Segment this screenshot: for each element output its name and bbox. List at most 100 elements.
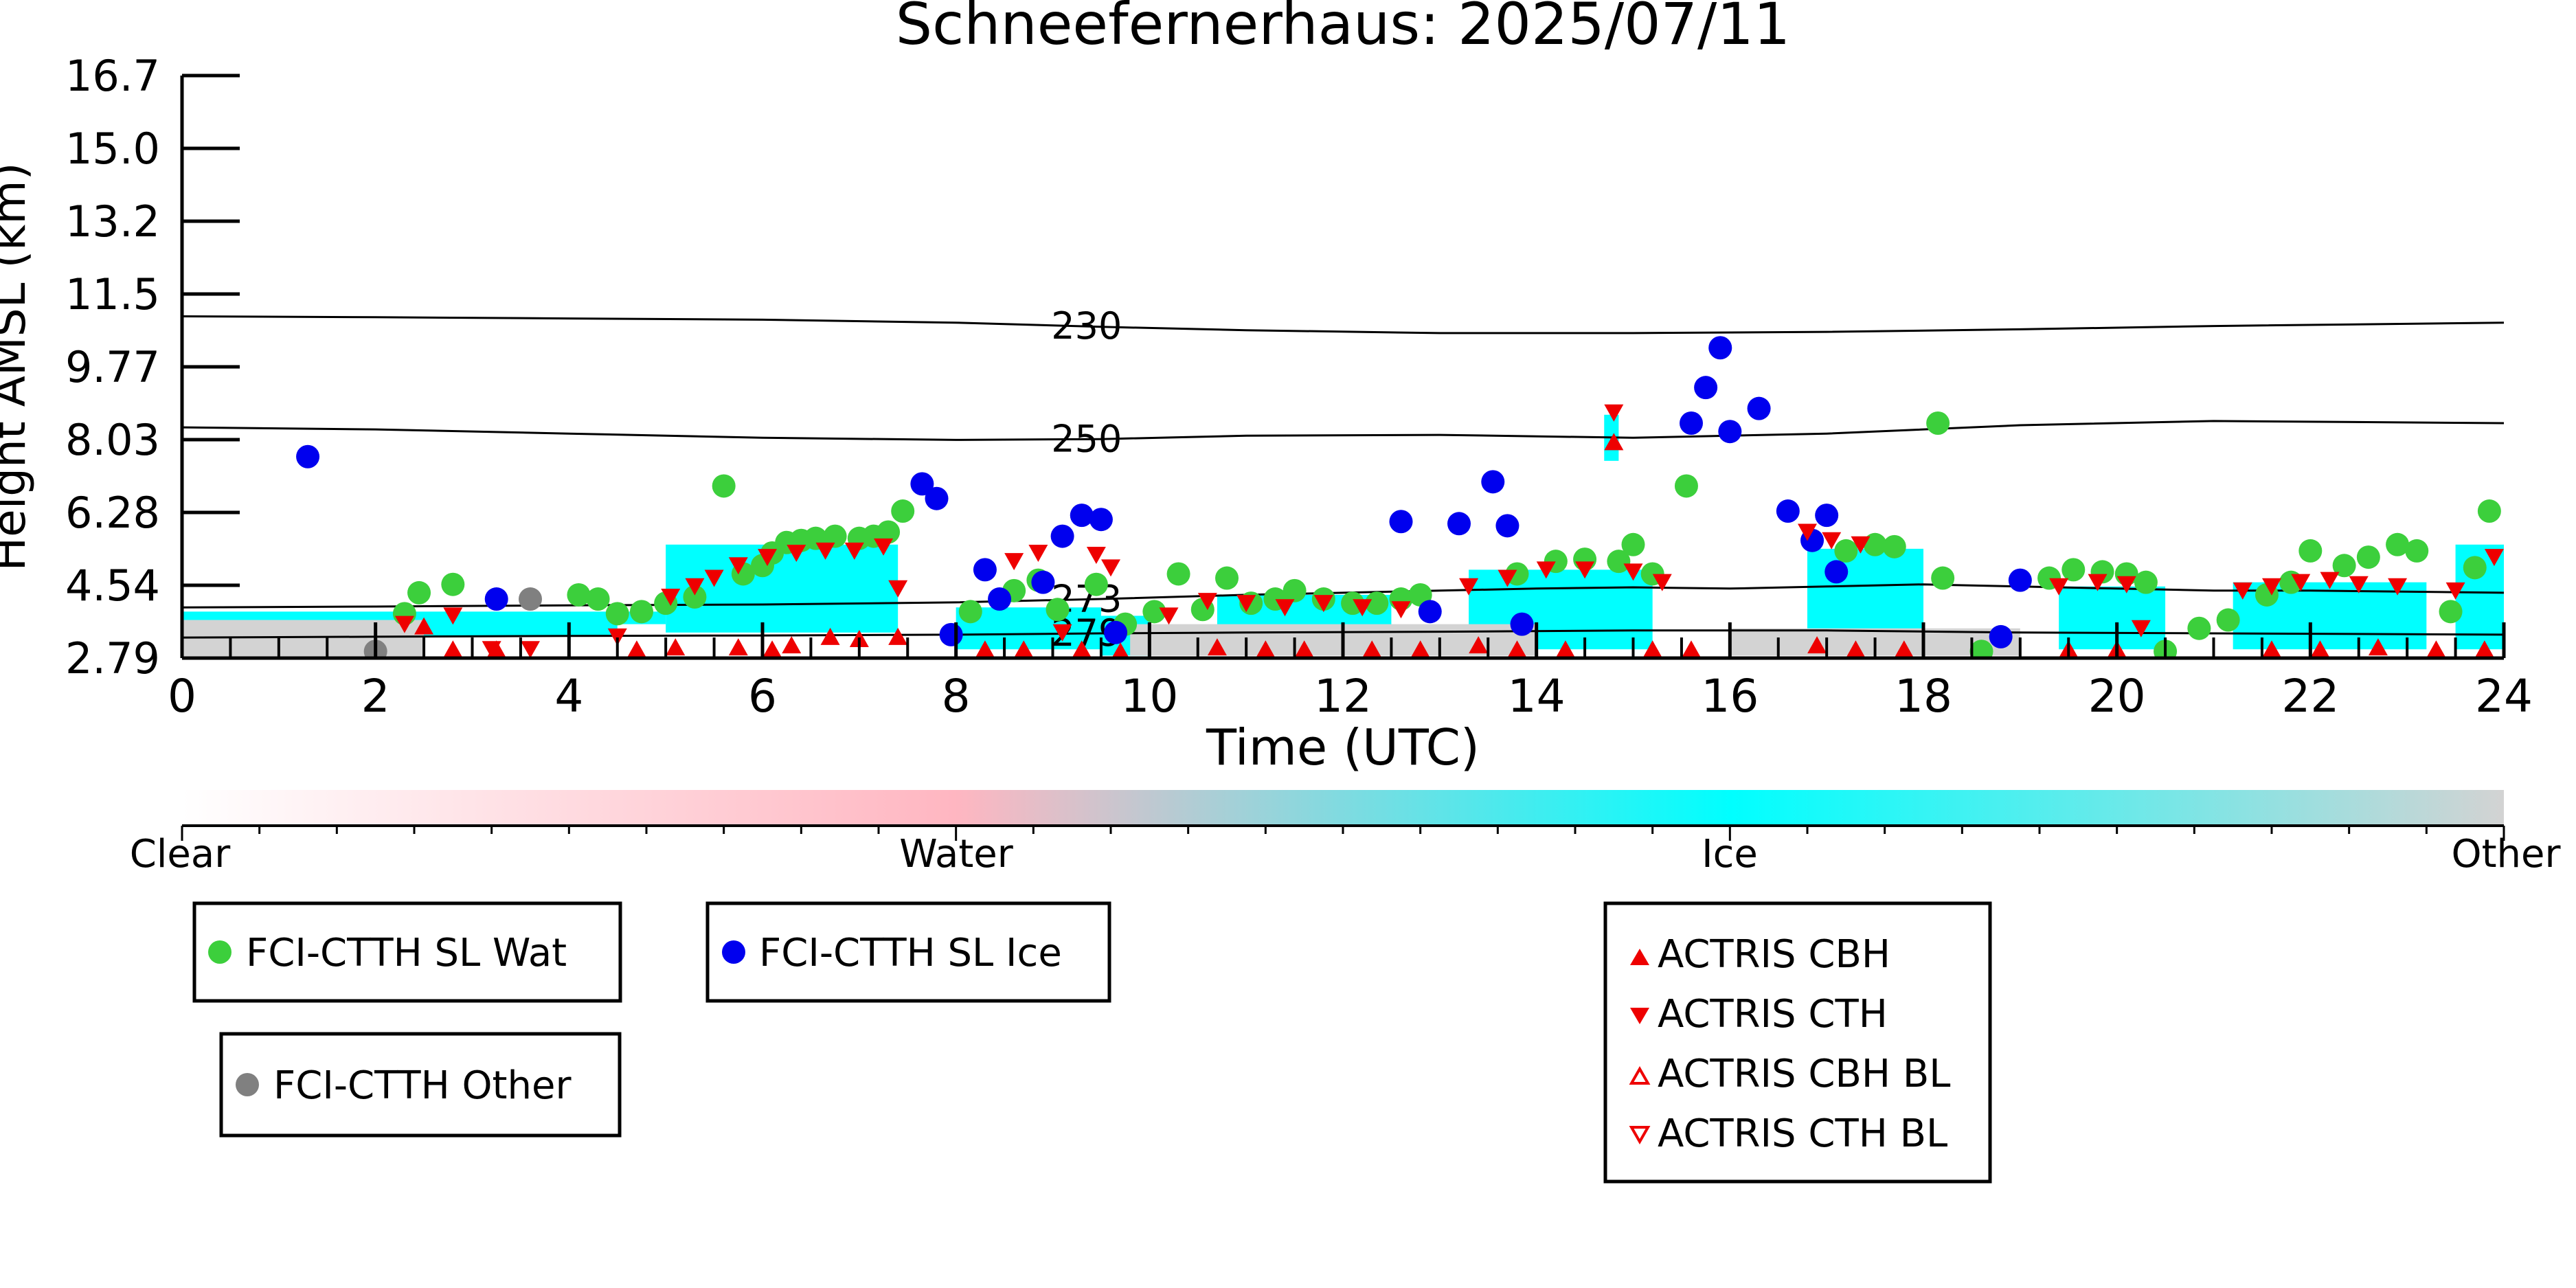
point-fci-ctth-sl-ice	[1447, 512, 1471, 536]
x-tick-label: 14	[1508, 670, 1566, 723]
y-tick-label: 9.77	[65, 342, 160, 392]
point-actris-cbh	[820, 627, 840, 645]
point-actris-cbh	[782, 636, 802, 654]
point-actris-cth	[1101, 559, 1120, 577]
point-actris-cth	[394, 615, 414, 633]
x-tick-label: 18	[1895, 670, 1952, 723]
y-tick-label: 6.28	[65, 488, 160, 538]
point-fci-ctth-sl-wat	[1046, 598, 1070, 622]
plot-area: 2302502732792.794.546.288.039.7711.513.2…	[65, 51, 2533, 723]
point-actris-cth	[1197, 593, 1217, 611]
x-tick-label: 6	[748, 670, 777, 723]
point-fci-ctth-sl-wat	[2405, 539, 2429, 563]
point-actris-cbh	[2474, 640, 2494, 658]
point-actris-cth	[1575, 561, 1595, 579]
x-tick-label: 10	[1120, 670, 1178, 723]
contour-label-230: 230	[1051, 304, 1122, 348]
point-actris-cth	[1028, 544, 1048, 562]
x-tick-label: 12	[1314, 670, 1372, 723]
point-actris-cbh	[626, 640, 646, 658]
point-fci-ctth-sl-ice	[1510, 612, 1534, 636]
point-actris-cth	[1159, 607, 1179, 625]
cloud-region-ice	[2059, 586, 2166, 650]
legend-sl-ice: FCI-CTTH SL Ice	[705, 901, 1111, 1003]
point-fci-ctth-sl-wat	[823, 524, 847, 548]
point-actris-cth	[1052, 624, 1072, 642]
point-fci-ctth-sl-wat	[958, 600, 982, 624]
point-fci-ctth-sl-wat	[1215, 566, 1239, 590]
legend-box	[219, 1032, 622, 1138]
point-fci-ctth-sl-wat	[2439, 600, 2463, 624]
colorbar: Clear Water Ice Other	[130, 790, 2561, 877]
point-fci-ctth-sl-ice	[1481, 470, 1505, 494]
point-actris-cbh	[975, 640, 995, 658]
point-actris-cth	[1604, 404, 1624, 422]
point-fci-ctth-other	[519, 587, 542, 611]
point-fci-ctth-sl-wat	[2187, 616, 2211, 640]
point-actris-cbh	[1555, 640, 1575, 658]
point-fci-ctth-sl-ice	[973, 558, 997, 582]
x-tick-label: 16	[1701, 670, 1759, 723]
legend-label-sl-ice: FCI-CTTH SL Ice	[759, 931, 1062, 975]
legend-marker-green-circle	[208, 940, 231, 964]
x-tick-label: 24	[2475, 670, 2533, 723]
point-actris-cth	[1086, 547, 1106, 565]
point-fci-ctth-sl-ice	[988, 587, 1012, 611]
point-actris-cth	[758, 549, 778, 567]
contour-line-273	[182, 583, 2504, 609]
point-actris-cth	[2484, 549, 2504, 567]
point-fci-ctth-sl-wat	[683, 585, 707, 609]
point-fci-ctth-sl-wat	[629, 600, 653, 624]
point-actris-cbh	[1294, 640, 1314, 658]
point-actris-cth	[2116, 576, 2136, 594]
point-actris-cth	[815, 542, 835, 560]
point-fci-ctth-sl-wat	[1863, 532, 1887, 556]
y-tick-label: 16.7	[65, 51, 160, 101]
point-fci-ctth-sl-wat	[1834, 539, 1858, 563]
point-actris-cbh	[1807, 636, 1827, 654]
point-actris-cth	[1851, 536, 1871, 554]
point-actris-cth	[1353, 599, 1372, 617]
legend-label-actris-cth-bl: ACTRIS CTH BL	[1658, 1111, 1947, 1156]
legend-label-actris-cbh-bl: ACTRIS CBH BL	[1658, 1052, 1950, 1096]
legend-other: FCI-CTTH Other	[219, 1032, 622, 1138]
point-fci-ctth-sl-wat	[1926, 411, 1950, 435]
point-fci-ctth-sl-wat	[1931, 566, 1955, 590]
cloud-region-ice	[404, 620, 618, 637]
point-fci-ctth-sl-ice	[1089, 508, 1113, 532]
point-fci-ctth-sl-wat	[1142, 600, 1166, 624]
point-actris-cth	[1822, 532, 1842, 550]
point-fci-ctth-sl-wat	[1674, 474, 1698, 498]
point-fci-ctth-sl-wat	[586, 587, 610, 611]
point-fci-ctth-sl-ice	[296, 444, 320, 468]
point-fci-ctth-sl-ice	[1824, 560, 1849, 584]
point-actris-cth	[1004, 553, 1024, 571]
point-fci-ctth-sl-ice	[1815, 504, 1839, 528]
point-fci-ctth-sl-ice	[1031, 570, 1055, 594]
point-fci-ctth-sl-ice	[1418, 600, 1442, 624]
point-actris-cth	[888, 580, 908, 598]
point-fci-ctth-sl-wat	[2386, 532, 2410, 556]
point-actris-cbh	[1507, 640, 1527, 658]
point-actris-cbh	[443, 640, 463, 658]
point-actris-cth	[2291, 574, 2311, 591]
point-actris-cbh	[1642, 640, 1662, 658]
point-fci-ctth-sl-wat	[1365, 591, 1389, 615]
colorbar-ticks	[181, 826, 2505, 841]
chart-title: Schneefernerhaus: 2025/07/11	[896, 0, 1791, 58]
point-fci-ctth-sl-wat	[567, 583, 591, 607]
point-fci-ctth-sl-wat	[2061, 558, 2086, 582]
legend-label-actris-cth: ACTRIS CTH	[1658, 992, 1888, 1037]
point-fci-ctth-sl-ice	[1495, 514, 1519, 538]
point-fci-ctth-sl-ice	[1747, 396, 1771, 420]
point-actris-cth	[521, 641, 540, 658]
colorbar-label-other: Other	[2451, 832, 2561, 877]
point-fci-ctth-sl-ice	[1694, 376, 1718, 400]
point-actris-cbh	[1362, 640, 1382, 658]
point-fci-ctth-sl-wat	[2216, 608, 2240, 632]
legend-marker-triangle-down-open	[1629, 1126, 1651, 1145]
legend-marker-triangle-up-open	[1629, 1065, 1651, 1085]
point-actris-cbh	[1410, 640, 1430, 658]
